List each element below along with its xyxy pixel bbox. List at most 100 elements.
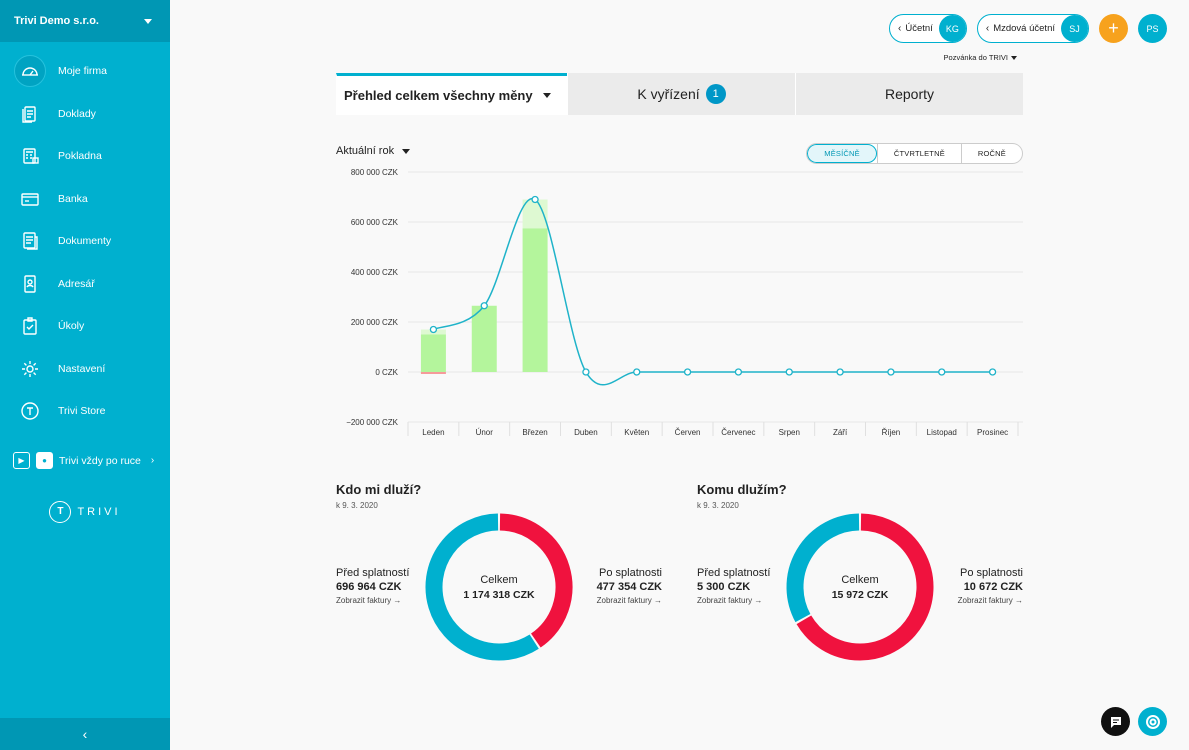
collapse-sidebar-button[interactable]: ‹ [0, 718, 170, 750]
sidebar-item-nastaveni[interactable]: Nastavení [0, 348, 170, 391]
balance-line [433, 198, 993, 386]
bar-income [471, 305, 497, 372]
chat-button[interactable] [1101, 707, 1130, 736]
after-due-label: Po splatnosti [960, 567, 1023, 579]
mobile-apps-label: Trivi vždy po ruce [59, 454, 141, 467]
receivables-before-due: Před splatností 696 964 CZK Zobrazit fak… [336, 567, 409, 605]
sidebar: Trivi Demo s.r.o. Moje firma Doklady Pok… [0, 0, 170, 750]
period-yearly-button[interactable]: ROČNĚ [960, 144, 1022, 163]
trivi-logo-text: TRIVI [77, 505, 121, 518]
x-tick-label: Leden [422, 428, 444, 437]
help-button[interactable] [1138, 707, 1167, 736]
add-button[interactable]: + [1099, 14, 1128, 43]
chevron-down-icon [542, 93, 551, 98]
show-invoices-link[interactable]: Zobrazit faktury → [697, 596, 763, 605]
y-tick-label: 200 000 CZK [351, 318, 399, 327]
payables-date: k 9. 3. 2020 [697, 501, 739, 510]
gear-icon [14, 353, 46, 385]
sidebar-item-moje-firma[interactable]: Moje firma [0, 50, 170, 93]
payroll-accountant-button[interactable]: ‹ Mzdová účetní SJ [976, 14, 1089, 43]
sidebar-item-label: Adresář [58, 277, 95, 290]
plus-icon: + [1108, 18, 1119, 38]
tab-reports[interactable]: Reporty [795, 73, 1023, 115]
x-tick-label: Srpen [779, 428, 800, 437]
receivables-donut [425, 513, 573, 661]
show-invoices-link[interactable]: Zobrazit faktury → [596, 596, 662, 605]
period-quarterly-button[interactable]: ČTVRTLETNĚ [876, 144, 961, 163]
mobile-apps-link[interactable]: ▶ ● Trivi vždy po ruce › [0, 441, 170, 481]
tab-label: Reporty [884, 86, 935, 102]
files-icon [14, 225, 46, 257]
topbar: ‹ Účetní KG ‹ Mzdová účetní SJ + PS [889, 14, 1167, 43]
chevron-left-icon: ‹ [82, 726, 88, 742]
tab-label: K vyřízení [637, 86, 700, 102]
year-label: Aktuální rok [336, 145, 395, 157]
accountant-label: Účetní [905, 23, 933, 34]
bar-income [522, 228, 548, 372]
chat-icon [1110, 716, 1121, 728]
y-tick-label: 800 000 CZK [351, 168, 399, 177]
sidebar-item-doklady[interactable]: Doklady [0, 93, 170, 136]
before-due-segment [425, 513, 539, 661]
chevron-down-icon [1011, 55, 1017, 60]
tab-overview[interactable]: Přehled celkem všechny měny [336, 73, 567, 115]
show-invoices-link[interactable]: Zobrazit faktury → [957, 596, 1023, 605]
sidebar-item-ukoly[interactable]: Úkoly [0, 305, 170, 348]
y-tick-label: 400 000 CZK [351, 268, 399, 277]
year-select[interactable]: Aktuální rok [336, 145, 411, 157]
sidebar-item-label: Pokladna [58, 150, 102, 163]
trivi-logo-icon: T [49, 500, 72, 523]
balance-point [938, 368, 946, 376]
receivables-date: k 9. 3. 2020 [336, 501, 378, 510]
x-tick-label: Duben [574, 428, 598, 437]
receivables-after-due: Po splatnosti 477 354 CZK Zobrazit faktu… [597, 567, 662, 605]
balance-point [988, 368, 997, 376]
before-due-segment [786, 513, 860, 623]
after-due-amount: 477 354 CZK [596, 581, 662, 593]
user-avatar[interactable]: PS [1138, 14, 1167, 43]
sidebar-item-adresar[interactable]: Adresář [0, 263, 170, 306]
sidebar-item-label: Banka [58, 192, 88, 205]
sidebar-item-label: Doklady [58, 107, 96, 120]
x-tick-label: Červen [675, 428, 701, 437]
after-due-segment [499, 513, 573, 648]
bank-card-icon [14, 183, 46, 215]
accountant-button[interactable]: ‹ Účetní KG [889, 14, 967, 43]
balance-point [734, 368, 743, 376]
period-monthly-button[interactable]: MĚSÍČNĚ [807, 144, 877, 163]
x-tick-label: Únor [476, 428, 494, 437]
sidebar-item-banka[interactable]: Banka [0, 178, 170, 221]
dashboard-tabs: Přehled celkem všechny měny K vyřízení 1… [336, 73, 1023, 115]
payroll-label: Mzdová účetní [993, 23, 1055, 34]
payables-title: Komu dlužím? [697, 482, 787, 497]
bar-expense [420, 372, 446, 374]
invite-dropdown[interactable]: Pozvánka do TRIVI [944, 53, 1017, 62]
x-tick-label: Září [833, 428, 848, 437]
after-due-segment [796, 513, 934, 661]
x-tick-label: Červenec [721, 428, 755, 437]
count-badge: 1 [705, 84, 726, 104]
chevron-down-icon [144, 18, 152, 24]
trivi-store-icon [14, 395, 46, 427]
balance-point [836, 368, 844, 376]
x-tick-label: Květen [624, 428, 649, 437]
company-name: Trivi Demo s.r.o. [14, 15, 99, 27]
total-label: Celkem [841, 573, 879, 586]
apple-icon: ● [36, 452, 53, 469]
sidebar-item-dokumenty[interactable]: Dokumenty [0, 220, 170, 263]
after-due-label: Po splatnosti [599, 567, 662, 579]
chevron-left-icon: ‹ [985, 23, 990, 34]
tab-to-do[interactable]: K vyřízení 1 [567, 73, 795, 115]
sidebar-item-trivi-store[interactable]: Trivi Store [0, 390, 170, 433]
receivables-title: Kdo mi dluží? [336, 482, 422, 497]
sidebar-item-pokladna[interactable]: Pokladna [0, 135, 170, 178]
sidebar-item-label: Úkoly [58, 320, 85, 333]
company-switcher[interactable]: Trivi Demo s.r.o. [0, 0, 170, 42]
before-due-label: Před splatností [697, 567, 771, 579]
payroll-avatar: SJ [1061, 15, 1088, 42]
y-tick-label: 0 CZK [375, 368, 398, 377]
lifebuoy-icon [1145, 714, 1160, 729]
show-invoices-link[interactable]: Zobrazit faktury → [336, 596, 402, 605]
total-label: Celkem [480, 573, 518, 586]
balance-point [531, 195, 539, 204]
